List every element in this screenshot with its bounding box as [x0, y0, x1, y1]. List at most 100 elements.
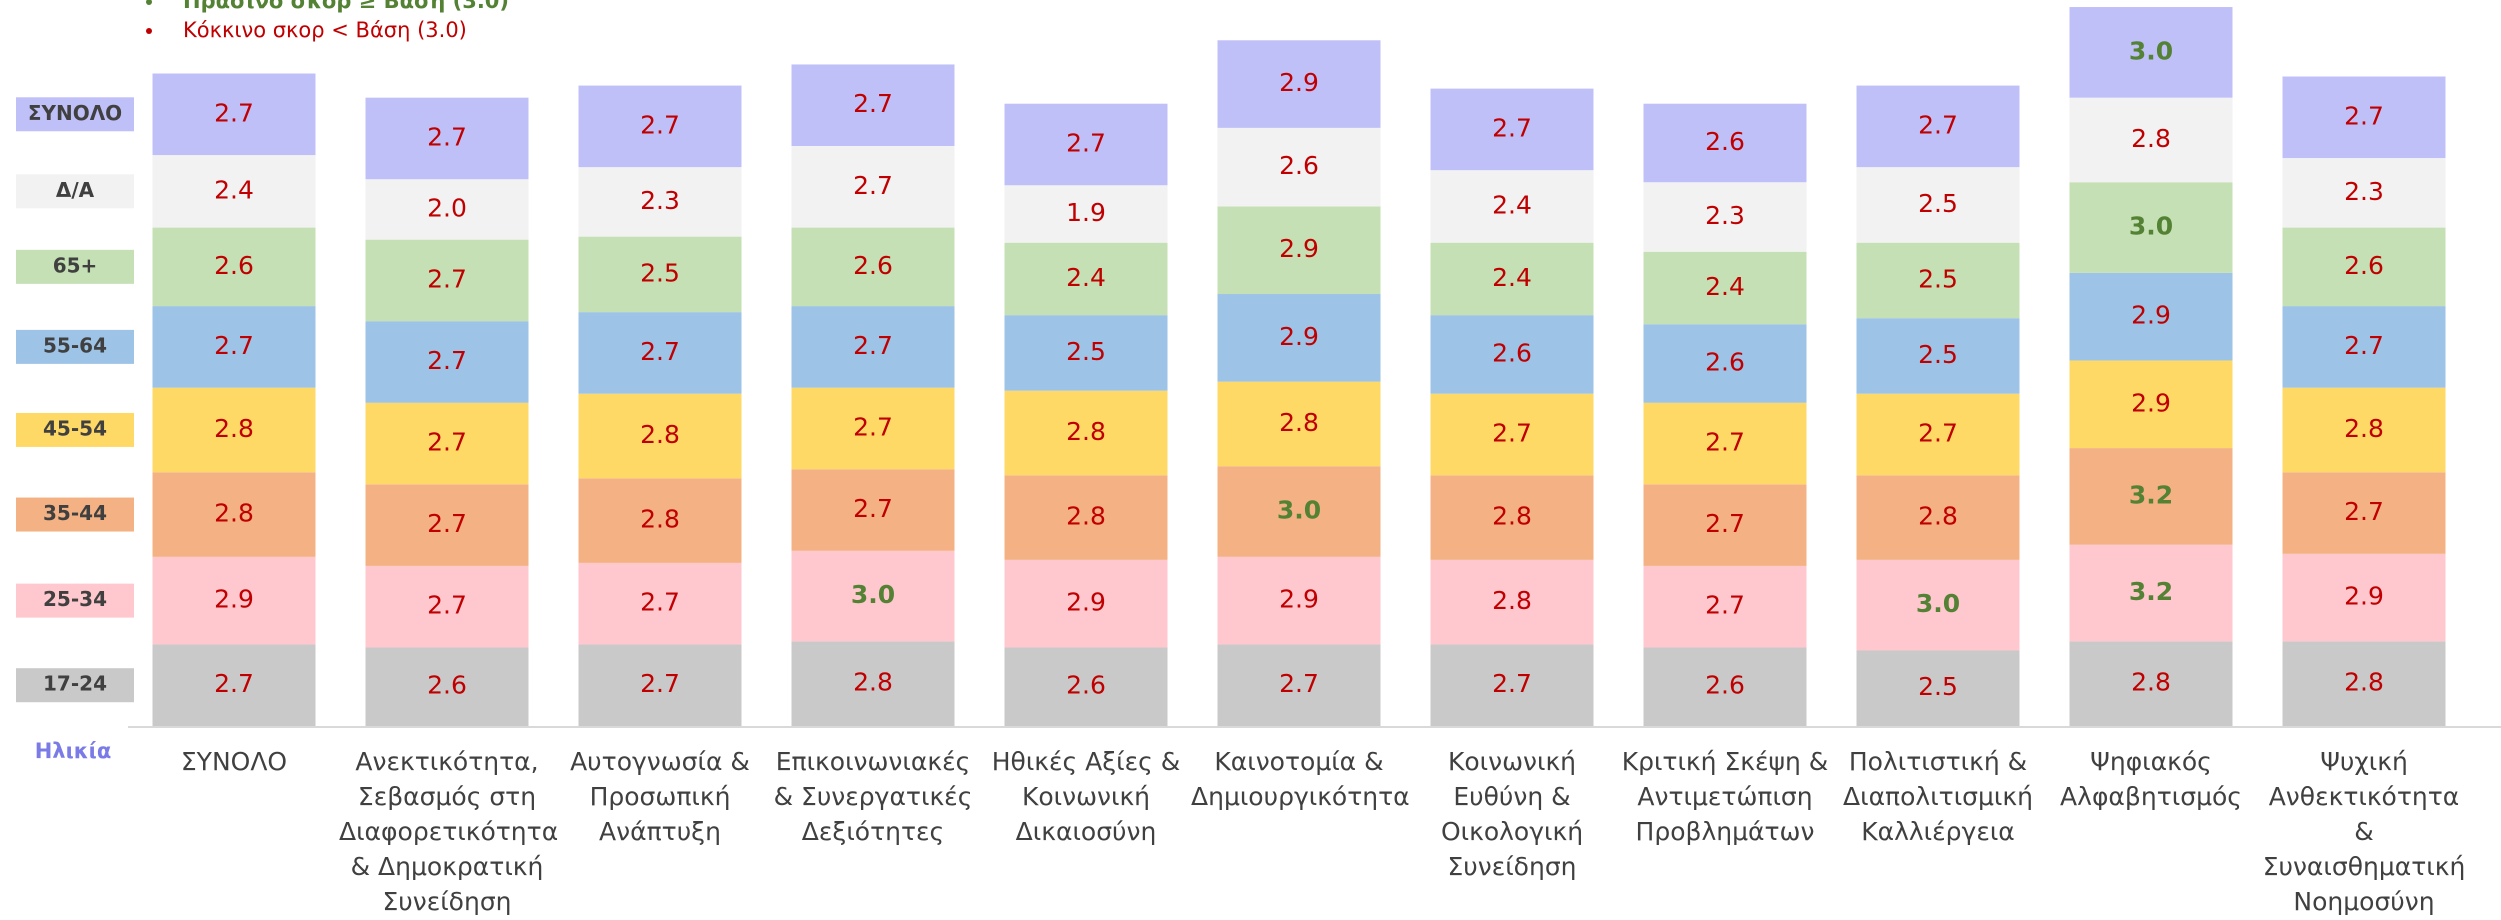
bar-segment — [1217, 556, 1381, 645]
value-label: 2.6 — [1705, 671, 1745, 700]
legend-swatch — [16, 583, 134, 618]
value-label: 2.6 — [1279, 151, 1319, 180]
bar-segment — [1430, 315, 1594, 394]
x-tick-label: Ψηφιακός Αλφαβητισμός — [2060, 747, 2242, 811]
legend-bullet — [146, 28, 152, 34]
value-label: 2.8 — [214, 414, 254, 443]
value-label: 3.0 — [1277, 496, 1321, 525]
bar-segment — [1643, 484, 1807, 566]
value-label: 2.7 — [1705, 428, 1745, 457]
bar-segment — [365, 484, 529, 566]
bar-segment — [791, 387, 955, 470]
bar-segment — [791, 306, 955, 388]
value-label: 2.7 — [214, 669, 254, 698]
legend-label: 17-24 — [43, 672, 107, 696]
bar-segment — [2282, 553, 2446, 642]
bar-segment — [791, 641, 955, 726]
bar-segment — [1217, 40, 1381, 128]
legend-note: Πράσινο σκορ ≥ Βάση (3.0) — [183, 0, 509, 13]
bar-segment — [578, 236, 742, 313]
bar-segment — [1643, 402, 1807, 485]
bar-segment — [1217, 466, 1381, 557]
value-label: 2.9 — [2344, 582, 2384, 611]
value-label: 2.7 — [1279, 669, 1319, 698]
value-label: 2.4 — [214, 175, 254, 204]
legend-label: 45-54 — [43, 416, 107, 440]
value-label: 2.7 — [427, 264, 467, 293]
value-label: 3.0 — [2129, 36, 2173, 65]
bar-segment — [1856, 85, 2020, 168]
bar-segment — [1217, 294, 1381, 382]
legend-swatch — [16, 249, 134, 284]
bar-segment — [2282, 158, 2446, 228]
x-tick-label: Κριτική Σκέψη & Αντιμετώπιση Προβλημάτων — [1621, 747, 1829, 846]
value-label: 2.7 — [853, 494, 893, 523]
bar-segment — [1856, 242, 2020, 319]
value-label: 2.6 — [1705, 348, 1745, 377]
value-label: 2.7 — [427, 346, 467, 375]
legend-label: 25-34 — [43, 587, 107, 611]
value-label: 2.6 — [427, 671, 467, 700]
bar-segment — [1430, 475, 1594, 560]
value-label: 2.6 — [853, 251, 893, 280]
bar-segment — [1643, 565, 1807, 648]
bar-segment — [1217, 381, 1381, 467]
value-label: 2.7 — [853, 331, 893, 360]
bar-segment — [578, 478, 742, 563]
value-label: 2.8 — [1279, 408, 1319, 437]
bar-segment — [791, 469, 955, 551]
x-tick-label: Ψυχική Ανθεκτικότητα & Συναισθηματική Νο… — [2262, 747, 2466, 916]
bar-segment — [2069, 448, 2233, 545]
value-label: 2.6 — [2344, 251, 2384, 280]
bar-segment — [578, 85, 742, 168]
legend-label: 35-44 — [43, 501, 107, 525]
value-label: 2.6 — [1705, 127, 1745, 156]
bar-segment — [1643, 182, 1807, 252]
value-label: 2.4 — [1066, 263, 1106, 292]
value-label: 2.7 — [2344, 331, 2384, 360]
bar-segment — [152, 155, 316, 228]
bar-segment — [1856, 393, 2020, 476]
x-tick-label: Καινοτομία & Δημιουργικότητα — [1191, 747, 1410, 811]
bar-segment — [1217, 644, 1381, 726]
value-label: 3.2 — [2129, 480, 2173, 509]
value-label: 2.7 — [1918, 418, 1958, 447]
x-tick-label: Πολιτιστική & Διαπολιτισμική Καλλιέργεια — [1843, 747, 2033, 846]
value-label: 2.9 — [1279, 68, 1319, 97]
value-label: 2.8 — [1066, 417, 1106, 446]
value-label: 2.8 — [214, 499, 254, 528]
bar-segment — [365, 565, 529, 648]
bar-segment — [791, 146, 955, 228]
bar-segment — [2069, 641, 2233, 726]
bar-segment — [1004, 315, 1168, 391]
bar-segment — [2069, 7, 2233, 98]
value-label: 2.6 — [1066, 671, 1106, 700]
value-label: 2.9 — [2131, 388, 2171, 417]
legend-swatch — [16, 497, 134, 532]
x-tick-label: Επικοινωνιακές & Συνεργατικές Δεξιότητες — [773, 747, 973, 846]
value-label: 2.9 — [1279, 585, 1319, 614]
value-label: 2.9 — [2131, 301, 2171, 330]
value-label: 3.0 — [1916, 589, 1960, 618]
x-tick-label: Αυτογνωσία & Προσωπική Ανάπτυξη — [570, 747, 750, 846]
x-tick-label: Ανεκτικότητα, Σεβασμός στη Διαφορετικότη… — [339, 747, 559, 916]
value-label: 2.7 — [2344, 497, 2384, 526]
value-label: 2.9 — [1279, 234, 1319, 263]
value-label: 2.8 — [2131, 124, 2171, 153]
value-label: 2.5 — [640, 258, 680, 287]
bar-segment — [1856, 559, 2020, 651]
bar-segment — [1430, 559, 1594, 645]
legend-swatch — [16, 329, 134, 364]
value-label: 2.8 — [2344, 414, 2384, 443]
bar-segment — [1217, 127, 1381, 207]
value-label: 2.8 — [640, 420, 680, 449]
x-tick-label: ΣΥΝΟΛΟ — [180, 747, 288, 776]
value-label: 3.0 — [851, 580, 895, 609]
value-label: 2.8 — [2344, 668, 2384, 697]
legend-swatch — [16, 174, 134, 209]
legend-swatch — [16, 412, 134, 447]
bar-segment — [791, 227, 955, 307]
value-label: 2.4 — [1492, 190, 1532, 219]
bar-segment — [1430, 644, 1594, 726]
